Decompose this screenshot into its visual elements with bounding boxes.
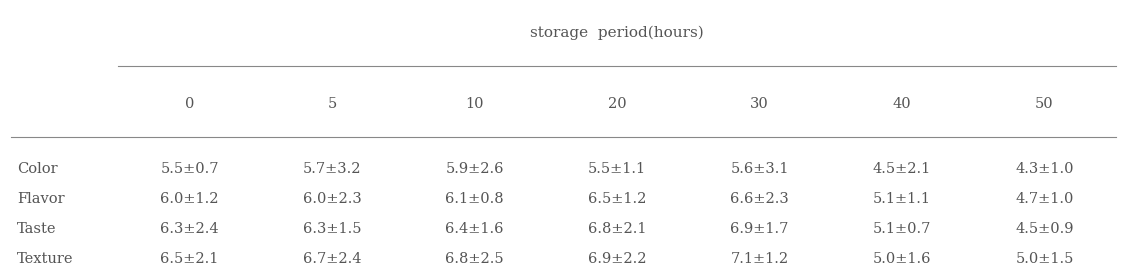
Text: 6.9±1.7: 6.9±1.7 (730, 222, 789, 236)
Text: 6.3±2.4: 6.3±2.4 (160, 222, 219, 236)
Text: 5.9±2.6: 5.9±2.6 (445, 162, 504, 176)
Text: 30: 30 (751, 97, 769, 111)
Text: 5.7±3.2: 5.7±3.2 (303, 162, 362, 176)
Text: Texture: Texture (17, 252, 73, 266)
Text: 5.1±0.7: 5.1±0.7 (872, 222, 931, 236)
Text: 5.0±1.6: 5.0±1.6 (872, 252, 931, 266)
Text: 5.5±0.7: 5.5±0.7 (160, 162, 219, 176)
Text: Taste: Taste (17, 222, 56, 236)
Text: Color: Color (17, 162, 57, 176)
Text: 6.8±2.1: 6.8±2.1 (588, 222, 646, 236)
Text: 40: 40 (893, 97, 912, 111)
Text: 6.0±1.2: 6.0±1.2 (160, 192, 219, 206)
Text: 5.1±1.1: 5.1±1.1 (873, 192, 931, 206)
Text: 6.8±2.5: 6.8±2.5 (445, 252, 504, 266)
Text: 6.6±2.3: 6.6±2.3 (730, 192, 789, 206)
Text: 6.9±2.2: 6.9±2.2 (588, 252, 646, 266)
Text: 5.5±1.1: 5.5±1.1 (588, 162, 646, 176)
Text: 6.7±2.4: 6.7±2.4 (303, 252, 362, 266)
Text: 0: 0 (185, 97, 194, 111)
Text: 6.5±2.1: 6.5±2.1 (160, 252, 219, 266)
Text: 6.5±1.2: 6.5±1.2 (588, 192, 646, 206)
Text: 4.5±0.9: 4.5±0.9 (1015, 222, 1074, 236)
Text: 4.7±1.0: 4.7±1.0 (1015, 192, 1074, 206)
Text: 6.4±1.6: 6.4±1.6 (445, 222, 504, 236)
Text: 5: 5 (328, 97, 337, 111)
Text: 6.0±2.3: 6.0±2.3 (303, 192, 362, 206)
Text: 10: 10 (465, 97, 483, 111)
Text: 20: 20 (607, 97, 627, 111)
Text: 50: 50 (1036, 97, 1054, 111)
Text: 7.1±1.2: 7.1±1.2 (730, 252, 789, 266)
Text: 5.0±1.5: 5.0±1.5 (1015, 252, 1074, 266)
Text: Flavor: Flavor (17, 192, 64, 206)
Text: 6.3±1.5: 6.3±1.5 (303, 222, 362, 236)
Text: 5.6±3.1: 5.6±3.1 (730, 162, 789, 176)
Text: 4.5±2.1: 4.5±2.1 (873, 162, 931, 176)
Text: 4.3±1.0: 4.3±1.0 (1015, 162, 1074, 176)
Text: 6.1±0.8: 6.1±0.8 (445, 192, 504, 206)
Text: storage  period(hours): storage period(hours) (530, 26, 704, 40)
